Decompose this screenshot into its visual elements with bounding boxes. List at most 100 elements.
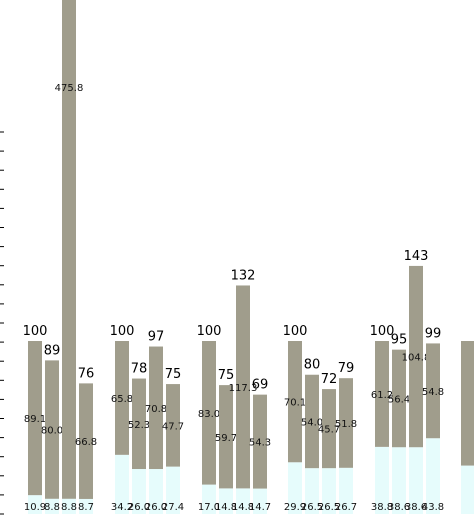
top-segment-label: 70.1	[284, 398, 306, 409]
bar-segment-top	[45, 360, 59, 499]
top-segment-label: 104.8	[402, 353, 431, 364]
top-segment-label: 51.8	[335, 419, 357, 430]
bottom-segment-label: 38.8	[371, 502, 393, 513]
bottom-segment-label: 14.8	[215, 502, 237, 513]
bar-segment-bottom	[426, 438, 440, 514]
bar-segment-top	[149, 346, 163, 470]
bar-segment-bottom	[202, 484, 216, 514]
bottom-segment-label: 17.0	[198, 502, 220, 513]
bar-total-label: 78	[131, 362, 148, 377]
bar-total-label: 143	[404, 249, 429, 264]
bar-segment-top	[132, 378, 146, 470]
bar-segment-top	[288, 341, 302, 463]
bar-segment-top	[461, 341, 474, 466]
top-segment-label: 56.4	[388, 394, 410, 405]
y-axis	[0, 131, 4, 515]
bottom-segment-label: 8.8	[61, 502, 77, 513]
bottom-segment-label: 26.7	[335, 502, 357, 513]
bottom-segment-label: 34.2	[111, 502, 133, 513]
bar-segment-bottom	[461, 465, 474, 514]
bar-segment-bottom	[236, 488, 250, 514]
bar-segment-bottom	[62, 498, 76, 514]
bar-total-label: 76	[78, 366, 95, 381]
bar-total-label: 80	[304, 358, 321, 373]
bar-segment-top	[62, 0, 76, 499]
bar-group: 17.0 83.0 100 14.8 59.7 75 14.8 117.3 132 14.7 54.…	[197, 268, 271, 514]
bar-total-label: 100	[370, 324, 395, 339]
bar-total-label: 100	[283, 324, 308, 339]
bar-total-label: 75	[218, 368, 235, 383]
bar-segment-bottom	[288, 462, 302, 514]
top-segment-label: 45.7	[318, 425, 340, 436]
bar-total-label: 100	[197, 324, 222, 339]
bar-segment-bottom	[322, 468, 336, 514]
bar-group: 29.9 70.1 100 26.5 54.0 80 26.5 45.7 72 26.7 51.8 7…	[283, 324, 357, 514]
top-segment-label: 59.7	[215, 433, 237, 444]
top-segment-label: 475.8	[55, 83, 84, 94]
bar-total-label: 132	[231, 268, 256, 283]
bottom-segment-label: 10.9	[24, 502, 46, 513]
bar-total-label: 69	[252, 378, 269, 393]
bar-total-label: 95	[391, 333, 408, 348]
bar-group: 38.8 61.2 100 38.6 56.4 95 38.6 104.8 143 43.8 54.…	[370, 249, 444, 514]
top-segment-label: 117.3	[229, 383, 258, 394]
bar-segment-top	[409, 265, 423, 448]
bar-segment-top	[166, 384, 180, 467]
top-segment-label: 52.3	[128, 420, 150, 431]
bottom-segment-label: 14.7	[249, 502, 271, 513]
bar-total-label: 89	[44, 343, 61, 358]
bar-segment-top	[392, 349, 406, 448]
bar-segment-bottom	[132, 469, 146, 514]
bar-segment-bottom	[305, 468, 319, 514]
top-segment-label: 54.0	[301, 417, 323, 428]
bar-segment-bottom	[409, 447, 423, 514]
bar-segment-bottom	[392, 447, 406, 514]
top-segment-label: 54.3	[249, 438, 271, 449]
bar-segment-bottom	[28, 495, 42, 514]
bar-segment-bottom	[79, 498, 93, 514]
bottom-segment-label: 8.7	[78, 502, 94, 513]
bar-segment-bottom	[45, 498, 59, 514]
top-segment-label: 61.2	[371, 390, 393, 401]
bar-total-label: 75	[165, 367, 182, 382]
top-segment-label: 66.8	[75, 437, 97, 448]
bar-segment-top	[219, 385, 233, 489]
top-segment-label: 80.0	[41, 426, 63, 437]
top-segment-label: 65.8	[111, 394, 133, 405]
bottom-segment-label: 43.8	[422, 502, 444, 513]
bar-segment-top	[202, 341, 216, 485]
bottom-segment-label: 26.5	[318, 502, 340, 513]
bar-segment-top	[28, 341, 42, 496]
bottom-segment-label: 26.0	[145, 502, 167, 513]
top-segment-label: 47.7	[162, 421, 184, 432]
bar-segment-top	[426, 343, 440, 439]
bar-segment-bottom	[375, 446, 389, 514]
bar-segment-top	[339, 378, 353, 468]
bar-group: 34.2 65.8 100 26.0 52.3 78 26.0 70.8 97 27.4 47.7 7…	[110, 324, 184, 514]
bottom-segment-label: 26.0	[128, 502, 150, 513]
bar-segment-bottom	[149, 469, 163, 514]
bar-segment-bottom	[339, 467, 353, 514]
top-segment-label: 54.8	[422, 387, 444, 398]
bar-total-label: 97	[148, 330, 165, 345]
bar-segment-bottom	[219, 488, 233, 514]
bar-segment-top	[79, 383, 93, 499]
bar-groups: 10.9 89.1 100 8.8 80.0 89 8.8 475.8 8.7 66.8 76 34.…	[23, 0, 474, 514]
bottom-segment-label: 8.8	[44, 502, 60, 513]
bar-segment-top	[305, 374, 319, 469]
bar-total-label: 79	[338, 361, 355, 376]
top-segment-label: 83.0	[198, 409, 220, 420]
bottom-segment-label: 14.8	[232, 502, 254, 513]
bar-group: 10.9 89.1 100 8.8 80.0 89 8.8 475.8 8.7 66.8 76	[23, 0, 97, 514]
bar-segment-top	[375, 341, 389, 447]
bar-total-label: 99	[425, 326, 442, 341]
bar-segment-top	[253, 394, 267, 489]
bottom-segment-label: 38.6	[388, 502, 410, 513]
bar-segment-bottom	[253, 488, 267, 514]
bar-segment-top	[115, 341, 129, 455]
top-segment-label: 70.8	[145, 404, 167, 415]
bar-total-label: 72	[321, 372, 338, 387]
bar-segment-top	[322, 389, 336, 469]
bar-total-label: 100	[110, 324, 135, 339]
